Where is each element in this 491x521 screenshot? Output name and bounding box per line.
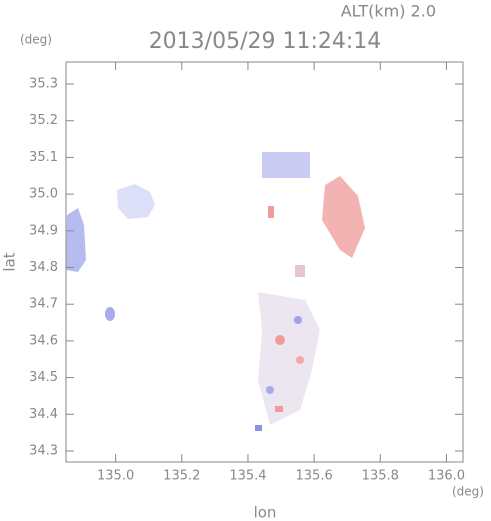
plot-frame <box>65 61 464 463</box>
y-axis-label: lat <box>1 252 19 271</box>
y-unit: (deg) <box>20 33 52 47</box>
echo-blob <box>266 386 274 394</box>
echo-blobs <box>66 152 365 431</box>
echo-blob <box>105 307 115 321</box>
y-tick-label: 34.5 <box>29 370 58 385</box>
ticks: 135.0 135.2 135.4 135.6 135.8 136.0 34.3 34.4 34… <box>29 62 465 484</box>
x-unit: (deg) <box>452 485 484 499</box>
y-tick-label: 34.4 <box>29 407 58 422</box>
echo-blob <box>322 176 365 258</box>
echo-blob <box>255 425 262 431</box>
echo-blob <box>268 206 274 218</box>
echo-blob <box>258 292 320 425</box>
x-axis-label: lon <box>254 504 277 521</box>
y-tick-label: 34.7 <box>29 297 58 312</box>
y-tick-label: 34.3 <box>29 443 58 458</box>
echo-blob <box>294 316 302 324</box>
echo-blob <box>66 208 86 272</box>
x-tick-label: 136.0 <box>428 469 465 484</box>
echo-blob <box>117 184 155 219</box>
altitude-label: ALT(km) 2.0 <box>341 2 436 21</box>
echo-blob <box>295 265 305 277</box>
y-tick-label: 35.1 <box>29 150 58 165</box>
echo-blob <box>275 335 285 345</box>
y-tick-label: 34.9 <box>29 223 58 238</box>
x-tick-label: 135.6 <box>296 469 333 484</box>
x-tick-label: 135.0 <box>97 469 134 484</box>
y-tick-label: 35.2 <box>29 113 58 128</box>
y-tick-label: 35.0 <box>29 187 58 202</box>
x-tick-label: 135.4 <box>229 469 266 484</box>
echo-blob <box>275 406 283 412</box>
x-tick-label: 135.8 <box>362 469 399 484</box>
y-tick-label: 35.3 <box>29 77 58 92</box>
y-tick-label: 34.6 <box>29 333 58 348</box>
echo-blob <box>262 152 310 178</box>
y-tick-label: 34.8 <box>29 260 58 275</box>
chart-title: 2013/05/29 11:24:14 <box>149 29 382 54</box>
x-tick-label: 135.2 <box>163 469 200 484</box>
echo-blob <box>296 356 304 364</box>
